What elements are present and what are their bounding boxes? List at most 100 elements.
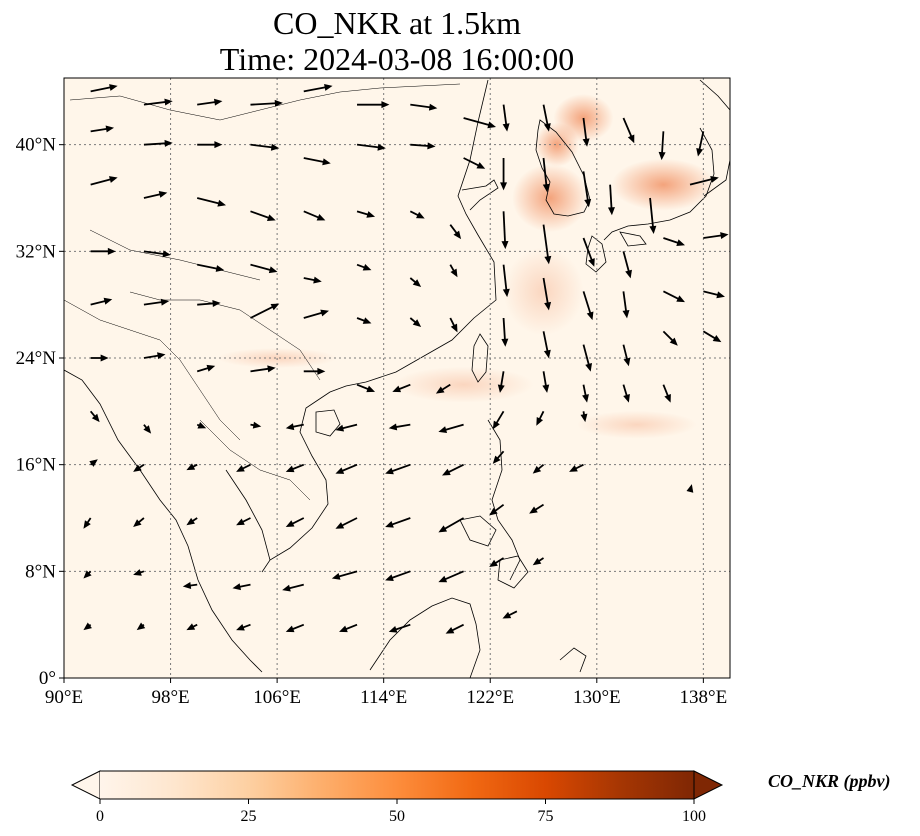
wind-arrow (622, 384, 630, 403)
wind-arrow (582, 344, 593, 372)
wind-arrow (388, 423, 411, 431)
wind-arrow (250, 143, 280, 151)
wind-arrow (83, 622, 92, 631)
wind-arrow (197, 299, 221, 307)
colorbar-extend-high (693, 770, 724, 800)
wind-arrow (285, 423, 304, 431)
wind-arrow (303, 157, 331, 166)
wind-arrow (500, 158, 508, 191)
y-tick-label: 40°N (16, 135, 57, 156)
wind-arrow (442, 463, 465, 476)
wind-arrow (83, 517, 92, 529)
wind-arrow (303, 276, 322, 284)
y-tick-label: 24°N (16, 348, 57, 369)
wind-arrow (356, 263, 372, 271)
wind-arrow (250, 303, 280, 319)
wind-arrow (582, 384, 589, 403)
wind-arrow (196, 364, 216, 373)
co-plume (576, 410, 697, 439)
co-plume (512, 164, 589, 232)
wind-arrow (236, 623, 251, 631)
colorbar-tick-label: 100 (682, 808, 706, 825)
wind-arrow (686, 484, 694, 493)
wind-arrow (335, 463, 358, 474)
wind-arrow (582, 117, 590, 147)
wind-arrow (663, 237, 685, 246)
wind-arrow (529, 503, 544, 514)
wind-arrow (356, 143, 386, 151)
wind-arrow (449, 224, 462, 240)
wind-arrow (89, 410, 100, 423)
wind-arrow (492, 410, 505, 430)
y-tick-label: 0° (39, 668, 56, 689)
wind-arrow (143, 352, 166, 360)
wind-arrow (438, 570, 464, 583)
wind-arrow (335, 423, 358, 432)
wind-arrow (133, 569, 145, 576)
x-tick-label: 122°E (466, 687, 514, 708)
wind-arrow (492, 450, 505, 464)
wind-arrow (331, 570, 358, 580)
wind-arrow (622, 344, 631, 367)
co-concentration-field (217, 94, 716, 439)
wind-arrow (662, 384, 671, 403)
x-tick-label: 106°E (253, 687, 301, 708)
colorbar-label: CO_NKR (ppbv) (768, 771, 891, 792)
wind-arrow (542, 157, 550, 193)
wind-arrow (250, 421, 262, 429)
wind-arrow (542, 224, 552, 265)
wind-arrow (409, 317, 422, 327)
wind-arrow (356, 210, 376, 218)
wind-arrow (197, 263, 225, 272)
wind-arrow (133, 463, 145, 472)
wind-arrow (250, 210, 276, 221)
wind-arrow (285, 517, 305, 527)
wind-arrow (438, 517, 465, 533)
wind-arrow (410, 103, 438, 111)
wind-arrow (532, 557, 545, 566)
wind-arrow (502, 610, 518, 619)
wind-arrow (607, 184, 615, 216)
wind-vector-field (83, 83, 729, 634)
wind-arrow (501, 211, 509, 250)
wind-arrow (497, 371, 505, 393)
wind-arrow (90, 354, 109, 362)
wind-arrow (662, 290, 685, 303)
wind-arrow (536, 410, 545, 426)
wind-arrow (580, 411, 588, 423)
wind-arrow (532, 463, 545, 474)
wind-arrow (90, 176, 118, 186)
wind-arrow (489, 557, 505, 567)
wind-arrow (133, 517, 145, 527)
wind-arrow (410, 142, 436, 150)
wind-arrow (622, 251, 632, 279)
wind-arrow (143, 298, 170, 306)
wind-arrow (236, 517, 251, 526)
wind-arrow (182, 582, 198, 589)
co-plume (611, 158, 716, 211)
wind-arrow (143, 250, 171, 258)
wind-arrow (236, 463, 251, 472)
wind-arrow (186, 463, 198, 471)
wind-arrow (582, 237, 595, 267)
wind-arrow (435, 383, 451, 394)
colorbar-tick-label: 75 (538, 808, 554, 825)
wind-arrow (489, 503, 505, 516)
wind-arrow (649, 197, 657, 234)
colorbar-tick-label: 0 (96, 808, 104, 825)
wind-arrow (196, 422, 207, 429)
wind-arrow (250, 365, 276, 373)
wind-arrow (136, 622, 146, 631)
wind-arrow (662, 330, 678, 346)
gridlines (64, 78, 730, 678)
wind-arrow (83, 570, 92, 579)
y-tick-label: 8°N (25, 561, 56, 582)
wind-arrow (502, 104, 510, 132)
y-tick-label: 32°N (16, 241, 57, 262)
wind-arrow (542, 104, 551, 132)
wind-arrow (438, 423, 464, 434)
wind-arrow (282, 583, 304, 592)
wind-arrow (542, 331, 551, 359)
axis-ticks: 90°E 98°E 106°E 114°E 122°E 130°E 138°E 0° 8°N 16… (16, 135, 728, 708)
wind-arrow (449, 264, 458, 278)
